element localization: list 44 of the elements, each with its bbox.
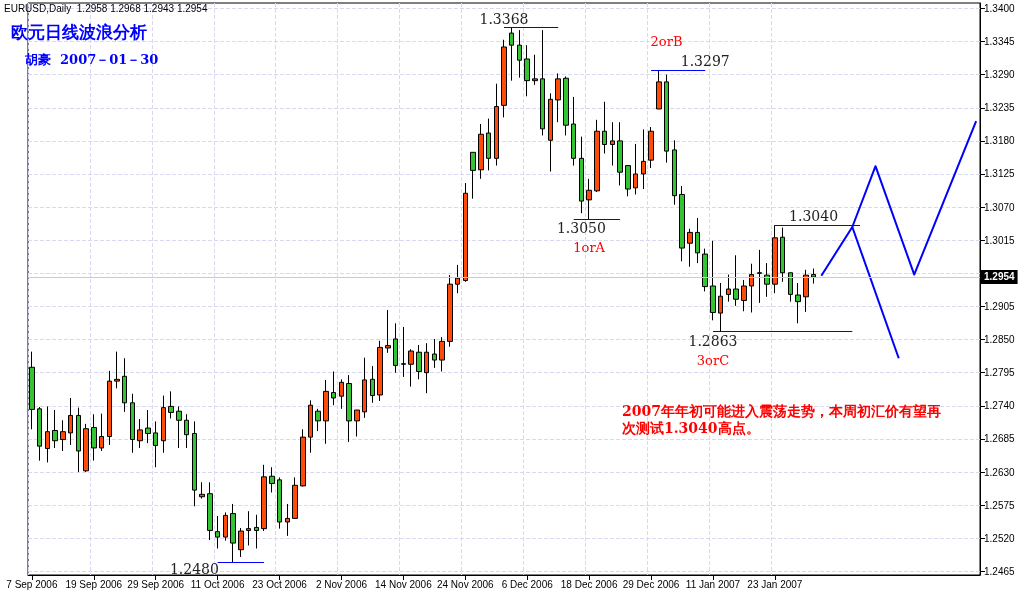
- x-tick-label: 11 Oct 2006: [190, 578, 245, 590]
- annotation: 1orA: [573, 240, 606, 256]
- annotation: 1.3040: [789, 208, 839, 225]
- y-tick-label: 1.3180: [984, 135, 1016, 147]
- x-tick-label: 6 Dec 2006: [501, 578, 554, 590]
- annotation: 3orC: [696, 352, 730, 368]
- annotation: 1.3368: [479, 10, 529, 27]
- y-tick-label: 1.3125: [984, 168, 1016, 180]
- y-tick-label: 1.3400: [984, 2, 1016, 14]
- y-tick-label: 1.2465: [984, 565, 1016, 577]
- annotation: 2007年年初可能进入震荡走势，本周初汇价有望再次测试1.3040高点。: [622, 402, 941, 436]
- y-tick-label: 1.2850: [984, 334, 1016, 346]
- y-tick-label: 1.2575: [984, 499, 1016, 511]
- x-tick-label: 14 Nov 2006: [375, 578, 433, 590]
- x-tick-label: 29 Dec 2006: [622, 578, 680, 590]
- x-tick-label: 18 Dec 2006: [560, 578, 618, 590]
- y-tick-label: 1.3235: [984, 102, 1016, 114]
- x-tick-label: 24 Nov 2006: [436, 578, 495, 590]
- annotation: 1.2480: [169, 561, 219, 578]
- x-tick-label: 2 Nov 2006: [315, 578, 368, 590]
- x-tick-label: 23 Oct 2006: [252, 578, 308, 590]
- x-tick-label: 11 Jan 2007: [685, 578, 741, 590]
- x-tick-label: 19 Sep 2006: [65, 578, 123, 590]
- annotation: 1.3297: [680, 53, 730, 70]
- x-tick-label: 29 Sep 2006: [127, 578, 185, 590]
- annotation: EURUSD,Daily 1.2958 1.2968 1.2943 1.2954: [4, 2, 208, 14]
- annotation: 1.2863: [688, 332, 738, 349]
- y-tick-label: 1.3070: [984, 201, 1016, 213]
- x-tick-label: 23 Jan 2007: [747, 578, 803, 590]
- y-tick-label: 1.3015: [984, 234, 1016, 246]
- y-tick-label: 1.2685: [984, 433, 1016, 445]
- y-tick-label: 1.2630: [984, 466, 1016, 478]
- y-tick-label: 1.2905: [984, 300, 1016, 312]
- text: 胡豪 2007－01－30: [24, 52, 159, 67]
- annotation: 1.3050: [556, 220, 606, 237]
- y-tick-label: 1.3290: [984, 69, 1016, 81]
- y-tick-label: 1.2520: [984, 532, 1016, 544]
- text: 欧元日线波浪分析: [11, 21, 147, 42]
- y-tick-label: 1.2740: [984, 400, 1016, 412]
- ref-line-label: 1.2954: [984, 271, 1016, 283]
- y-tick-label: 1.2795: [984, 367, 1016, 379]
- y-tick-label: 1.3345: [984, 36, 1016, 48]
- x-tick-label: 7 Sep 2006: [6, 578, 58, 590]
- annotation: 2orB: [650, 34, 683, 50]
